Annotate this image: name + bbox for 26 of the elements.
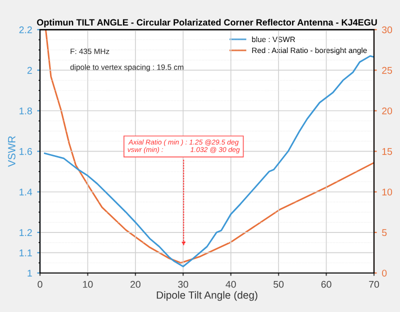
- y2-tick-label: 20: [382, 107, 392, 114]
- y2-tick-label: 5: [382, 229, 387, 236]
- y-tick-label: 1.2: [20, 229, 32, 236]
- y-tick-label: 1.6: [20, 148, 32, 155]
- y2-tick-label: 15: [382, 148, 392, 155]
- y-axis-title: VSWR: [8, 136, 16, 167]
- y2-tick-label: 10: [382, 188, 392, 196]
- y-tick-label: 2.2: [19, 26, 32, 34]
- x-axis-title: Dipole Tilt Angle (deg): [156, 291, 258, 301]
- y-tick-label: 1.4: [20, 188, 32, 196]
- y-tick-label: 2: [27, 66, 32, 74]
- x-tick-label: 70: [369, 280, 380, 288]
- chart-title: Optimun TILT ANGLE - Circular Polarizated Corner Reflector Antenna - KJ4EGU: [37, 18, 377, 28]
- y2-tick-label: 25: [382, 66, 392, 74]
- x-tick-label: 0: [38, 280, 42, 288]
- x-tick-label: 50: [274, 280, 284, 288]
- x-tick-label: 30: [178, 280, 188, 288]
- y2-tick-label: 0: [382, 270, 387, 277]
- y-tick-label: 1.1: [20, 250, 32, 256]
- x-tick-label: 20: [130, 280, 140, 288]
- y2-tick-label: 30: [382, 26, 392, 34]
- x-tick-label: 10: [83, 280, 93, 288]
- y-tick-label: 1: [28, 270, 32, 277]
- x-tick-label: 40: [226, 280, 236, 288]
- x-tick-label: 60: [321, 280, 332, 288]
- y-tick-label: 1.8: [20, 107, 32, 114]
